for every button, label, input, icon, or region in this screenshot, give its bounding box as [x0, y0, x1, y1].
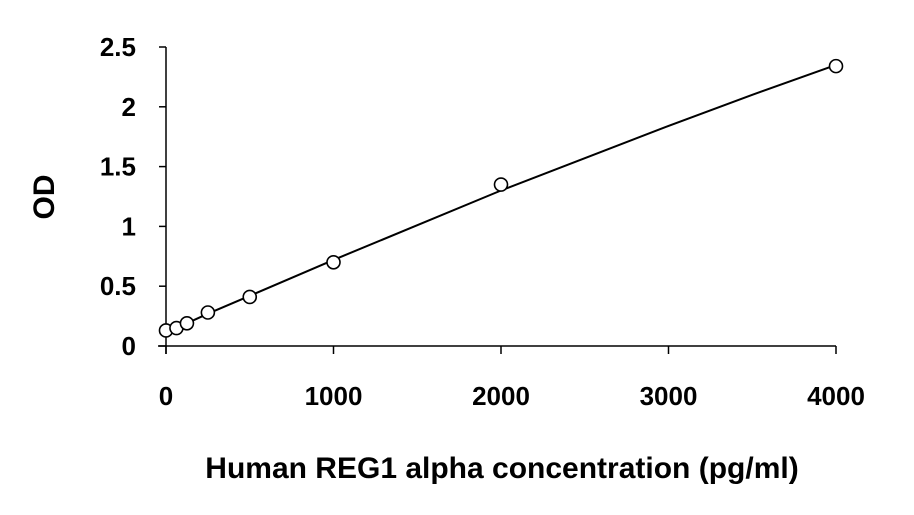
data-point — [326, 254, 341, 270]
data-point — [828, 58, 844, 74]
y-tick-label: 0.5 — [100, 271, 136, 301]
data-point — [200, 305, 216, 320]
tick-labels-layer: 0 0.5 1 1.5 2 2.5 0 1000 2000 3000 4000 — [100, 32, 865, 411]
x-tick-label: 4000 — [807, 381, 865, 411]
data-point — [179, 315, 195, 331]
fit-curve-line — [165, 63, 837, 334]
y-tick-label: 2 — [122, 92, 136, 122]
x-tick-label: 0 — [159, 381, 173, 411]
x-tick-label: 2000 — [472, 381, 530, 411]
y-tick-label: 1.5 — [100, 152, 136, 182]
x-tick-label: 3000 — [640, 381, 698, 411]
data-point — [493, 177, 509, 192]
data-points-layer — [158, 58, 844, 338]
y-tick-label: 1 — [122, 211, 136, 241]
fit-curve-layer — [165, 63, 837, 334]
data-point — [242, 289, 258, 305]
x-axis-title: Human REG1 alpha concentration (pg/ml) — [205, 452, 798, 485]
y-tick-label: 0 — [122, 331, 136, 361]
axes — [158, 46, 837, 354]
x-tick-label: 1000 — [305, 381, 363, 411]
y-axis-title: OD — [28, 175, 61, 220]
y-tick-label: 2.5 — [100, 32, 136, 62]
